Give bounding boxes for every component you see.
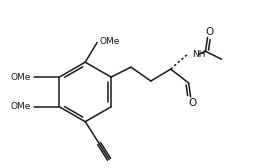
Text: OMe: OMe xyxy=(100,37,120,46)
Text: NH: NH xyxy=(191,50,204,59)
Text: OMe: OMe xyxy=(10,102,31,111)
Text: O: O xyxy=(188,98,196,108)
Text: O: O xyxy=(205,27,213,37)
Text: OMe: OMe xyxy=(10,73,31,81)
